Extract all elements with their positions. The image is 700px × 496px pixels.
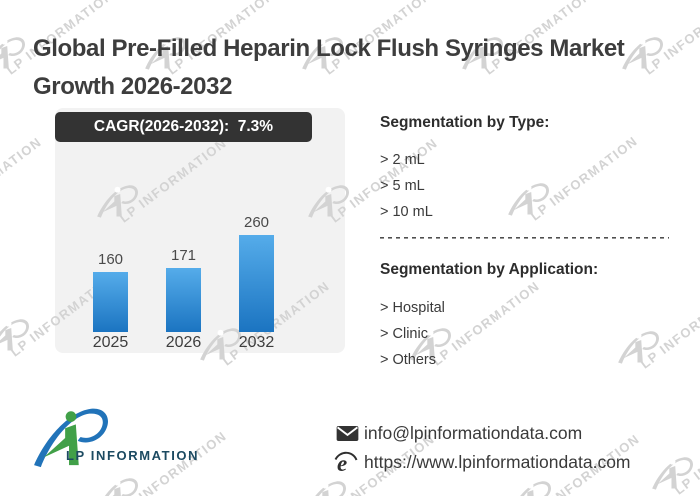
segmentation-application-list: > Hospital > Clinic > Others [380, 295, 445, 373]
page-title-line1: Global Pre-Filled Heparin Lock Flush Syr… [33, 35, 625, 62]
watermark-text: LP INFORMATION [637, 281, 700, 372]
watermark: LP INFORMATION [506, 133, 676, 244]
lp-watermark-icon [0, 319, 29, 351]
bar-2032 [239, 235, 274, 332]
dashed-divider [380, 237, 669, 239]
segmentation-application-item: > Clinic [380, 326, 428, 342]
lp-watermark-icon [652, 457, 693, 490]
lp-watermark-icon [0, 37, 25, 69]
page-title-line2: Growth 2026-2032 [33, 73, 233, 100]
email-icon [336, 425, 359, 442]
segmentation-type-item: > 10 mL [380, 204, 433, 220]
watermark-text: LP INFORMATION [641, 0, 700, 78]
bar-value-label: 160 [97, 251, 124, 268]
segmentation-application-item: > Hospital [380, 300, 445, 316]
watermark: LP INFORMATION [620, 0, 700, 98]
segmentation-type-heading: Segmentation by Type: [380, 114, 550, 131]
svg-text:e: e [337, 451, 347, 475]
email-address[interactable]: info@lpinformationdata.com [364, 423, 583, 443]
segmentation-type-item: > 5 mL [380, 178, 425, 194]
bar-value-label: 171 [170, 247, 197, 264]
lp-watermark-icon [622, 37, 663, 70]
bar-category-label: 2032 [238, 334, 275, 351]
bar-category-label: 2025 [92, 334, 129, 351]
segmentation-application-heading: Segmentation by Application: [380, 261, 599, 278]
bar-2026 [166, 268, 201, 332]
cagr-badge: CAGR(2026-2032): 7.3% [55, 112, 312, 142]
browser-globe-icon: e [334, 451, 358, 475]
bar-2025 [93, 272, 128, 332]
watermark: LP INFORMATION [616, 281, 700, 392]
page-title: Global Pre-Filled Heparin Lock Flush Syr… [33, 30, 625, 106]
segmentation-type-item: > 2 mL [380, 152, 425, 168]
bar-category-label: 2026 [165, 334, 202, 351]
watermark-text: LP INFORMATION [527, 133, 641, 224]
watermark-text: LP INFORMATION [429, 278, 543, 369]
lp-watermark-icon [508, 183, 549, 216]
lp-information-wordmark: LP INFORMATION [66, 448, 200, 463]
lp-watermark-icon [618, 331, 659, 364]
lp-watermark-icon [104, 478, 138, 496]
segmentation-application-item: > Others [380, 352, 437, 368]
watermark: LP INFORMATION [650, 407, 700, 496]
watermark-text: LP INFORMATION [671, 407, 700, 496]
lp-information-logo-icon [34, 408, 108, 468]
watermark-text: LP INFORMATION [0, 134, 45, 224]
lp-watermark-icon [520, 481, 551, 496]
website-url[interactable]: https://www.lpinformationdata.com [364, 452, 631, 472]
bar-value-label: 260 [243, 214, 270, 231]
segmentation-type-list: > 2 mL > 5 mL > 10 mL [380, 147, 433, 225]
